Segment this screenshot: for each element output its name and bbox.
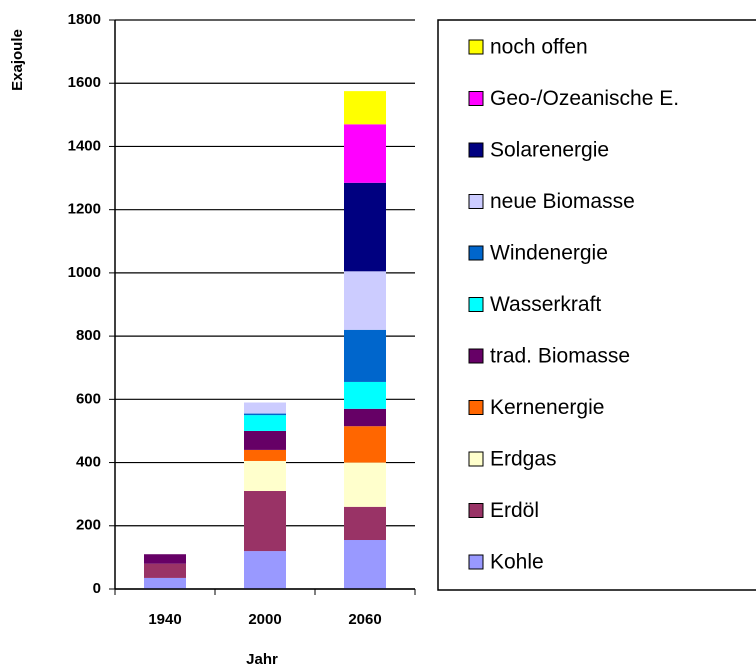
y-tick-label: 1800 [68, 11, 101, 28]
legend-label: Geo-/Ozeanische E. [490, 87, 679, 110]
x-tick-label: 1940 [148, 611, 181, 628]
legend-swatch [468, 348, 484, 364]
bar-segment [244, 402, 286, 414]
legend-box [437, 19, 756, 591]
x-tick-label: 2000 [248, 611, 281, 628]
bar-segment [344, 506, 386, 541]
y-tick-label: 1000 [68, 264, 101, 281]
bar-segment [244, 551, 286, 589]
legend-label: trad. Biomasse [490, 345, 630, 368]
x-tick-label: 2060 [348, 611, 381, 628]
bar-segment [344, 408, 386, 427]
bar-segment [144, 577, 186, 589]
x-axis-label: Jahr [246, 651, 278, 668]
legend-swatch [468, 142, 484, 158]
legend-swatch [468, 39, 484, 55]
legend-swatch [468, 91, 484, 106]
legend-label: noch offen [490, 36, 588, 59]
y-tick-label: 1600 [68, 74, 101, 91]
bar-segment [244, 430, 286, 450]
bar-segment [344, 329, 386, 382]
bar-segment [344, 381, 386, 409]
bar-segment [344, 182, 386, 272]
legend-label: Kohle [490, 551, 544, 574]
legend-label: Erdöl [490, 499, 539, 522]
bar-segment [344, 426, 386, 463]
legend-swatch [468, 503, 484, 518]
legend-swatch [468, 194, 484, 209]
y-tick-label: 1400 [68, 137, 101, 154]
bar-segment [144, 563, 186, 578]
y-tick-label: 200 [76, 517, 101, 534]
y-tick-label: 0 [93, 580, 101, 597]
bar-segment [344, 540, 386, 589]
legend-label: Wasserkraft [490, 293, 601, 316]
bar-segment [244, 415, 286, 431]
y-tick-label: 600 [76, 390, 101, 407]
bar-segment [244, 449, 286, 461]
bar-segment [344, 462, 386, 507]
legend-swatch [468, 554, 484, 570]
legend-label: Windenergie [490, 242, 608, 265]
legend-label: neue Biomasse [490, 190, 635, 213]
bar-segment [344, 124, 386, 183]
y-tick-label: 1200 [68, 201, 101, 218]
legend-label: Solarenergie [490, 139, 609, 162]
legend-label: Erdgas [490, 448, 557, 471]
bar-segment [244, 491, 286, 552]
legend-swatch [468, 297, 484, 312]
legend-label: Kernenergie [490, 396, 604, 419]
bar-segment [144, 554, 186, 564]
legend-swatch [468, 245, 484, 261]
legend-swatch [468, 451, 484, 467]
bar-segment [344, 91, 386, 125]
bar-segment [244, 460, 286, 492]
bar-segment [244, 413, 286, 416]
y-tick-label: 400 [76, 454, 101, 471]
y-axis-label: Exajoule [9, 29, 26, 91]
legend-swatch [468, 400, 484, 415]
bar-segment [344, 271, 386, 330]
y-tick-label: 800 [76, 327, 101, 344]
